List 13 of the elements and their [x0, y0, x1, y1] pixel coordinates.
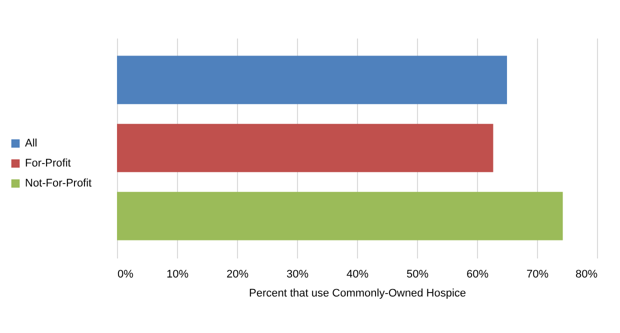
- x-tick-label: 20%: [226, 268, 249, 280]
- x-tick-label: 10%: [166, 268, 189, 280]
- legend-label: Not-For-Profit: [25, 178, 92, 190]
- x-tick-label: 0%: [118, 268, 134, 280]
- legend-label: All: [25, 138, 38, 150]
- x-axis-title: Percent that use Commonly-Owned Hospice: [248, 288, 466, 300]
- x-tick-label: 50%: [406, 268, 429, 280]
- x-tick-label: 40%: [346, 268, 369, 280]
- legend-label: For-Profit: [25, 158, 71, 170]
- x-tick-label: 60%: [466, 268, 489, 280]
- x-tick-label: 30%: [286, 268, 309, 280]
- x-tick-label: 80%: [575, 268, 598, 280]
- x-tick-label: 70%: [526, 268, 549, 280]
